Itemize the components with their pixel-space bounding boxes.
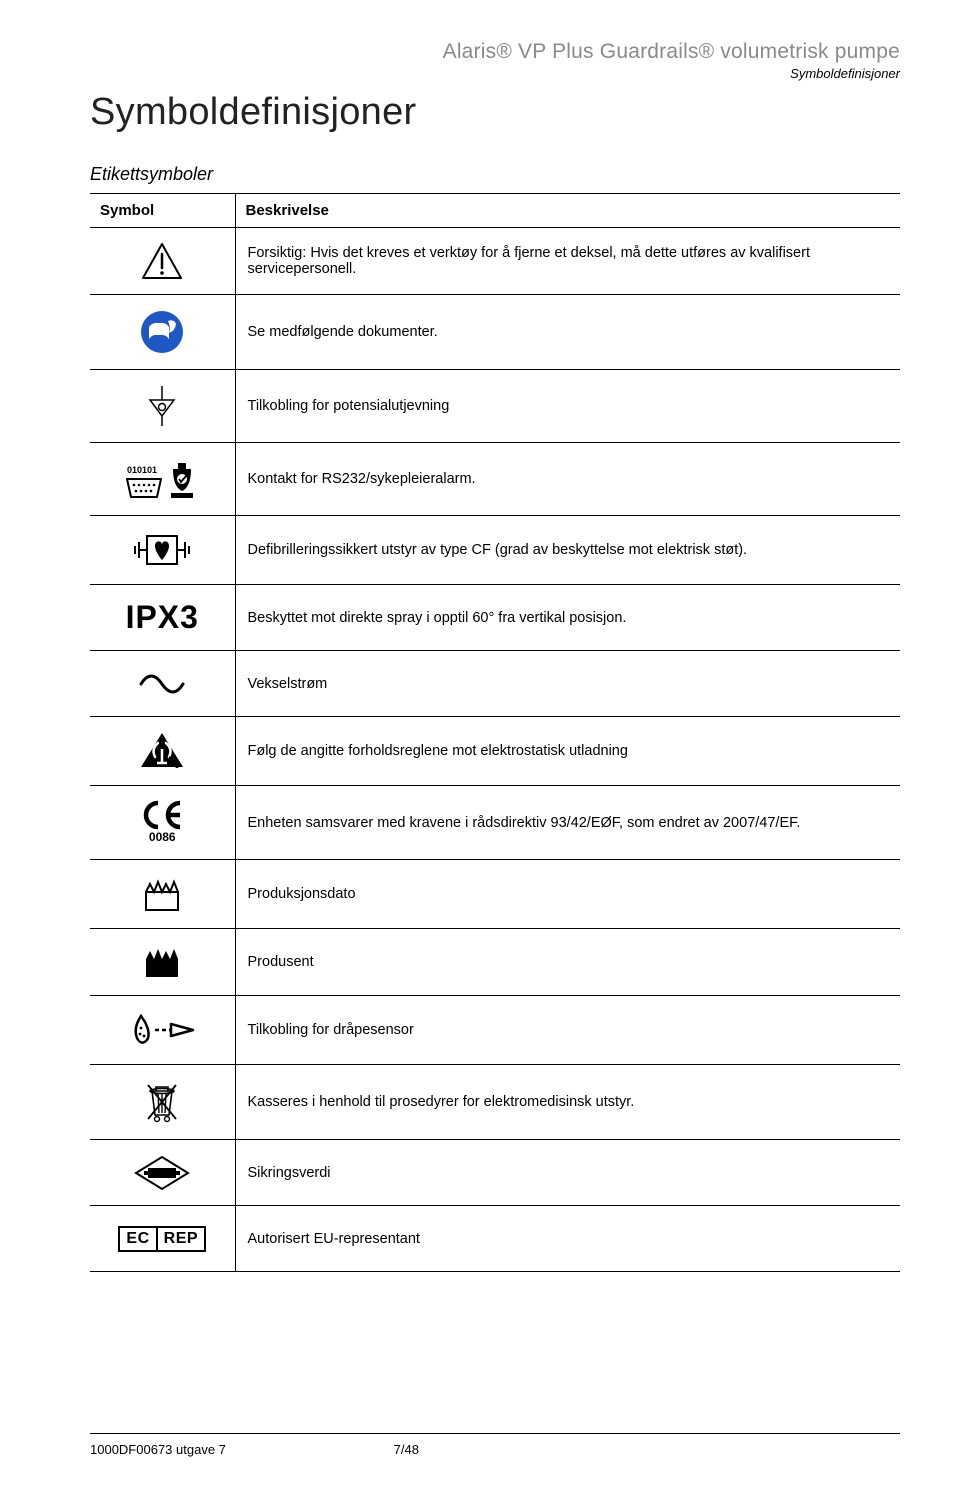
table-header-row: Symbol Beskrivelse — [90, 194, 900, 228]
row-desc: Autorisert EU-representant — [235, 1206, 900, 1272]
row-desc: Produsent — [235, 929, 900, 996]
table-row: 0086 Enheten samsvarer med kravene i råd… — [90, 786, 900, 860]
footer: 1000DF00673 utgave 7 7/48 — [90, 1433, 900, 1457]
page: Alaris® VP Plus Guardrails® volumetrisk … — [0, 0, 960, 1272]
row-desc: Sikringsverdi — [235, 1140, 900, 1206]
table-row: Følg de angitte forholdsreglene mot elek… — [90, 717, 900, 786]
manufacture-date-icon — [90, 860, 235, 929]
row-desc: Enheten samsvarer med kravene i rådsdire… — [235, 786, 900, 860]
row-desc: Følg de angitte forholdsreglene mot elek… — [235, 717, 900, 786]
svg-text:010101: 010101 — [127, 465, 157, 475]
page-title: Symboldefinisjoner — [90, 91, 900, 134]
equipotential-icon — [90, 370, 235, 443]
table-row: Se medfølgende dokumenter. — [90, 295, 900, 370]
table-row: 010101 Kontakt for RS232/sykepleieralarm… — [90, 443, 900, 516]
rep-text: REP — [156, 1228, 204, 1250]
row-desc: Se medfølgende dokumenter. — [235, 295, 900, 370]
ipx3-text: IPX3 — [126, 599, 199, 635]
subheading: Etikettsymboler — [90, 164, 900, 185]
symbols-table: Symbol Beskrivelse Forsiktig: Hvis det k… — [90, 193, 900, 1272]
row-desc: Beskyttet mot direkte spray i opptil 60°… — [235, 585, 900, 651]
ce-icon: 0086 — [90, 786, 235, 860]
drop-sensor-icon — [90, 996, 235, 1065]
defib-cf-icon — [90, 516, 235, 585]
row-desc: Forsiktig: Hvis det kreves et verktøy fo… — [235, 228, 900, 295]
row-desc: Vekselstrøm — [235, 651, 900, 717]
row-desc: Tilkobling for potensialutjevning — [235, 370, 900, 443]
table-row: Forsiktig: Hvis det kreves et verktøy fo… — [90, 228, 900, 295]
ec-text: EC — [120, 1228, 155, 1250]
header-section-label: Symboldefinisjoner — [90, 66, 900, 81]
product-name: Alaris® VP Plus Guardrails® volumetrisk … — [90, 40, 900, 64]
table-row: Vekselstrøm — [90, 651, 900, 717]
row-desc: Kontakt for RS232/sykepleieralarm. — [235, 443, 900, 516]
table-row: Defibrilleringssikkert utstyr av type CF… — [90, 516, 900, 585]
warning-icon — [90, 228, 235, 295]
row-desc: Defibrilleringssikkert utstyr av type CF… — [235, 516, 900, 585]
ac-icon — [90, 651, 235, 717]
table-row: Produsent — [90, 929, 900, 996]
col-symbol: Symbol — [90, 194, 235, 228]
table-row: Kasseres i henhold til prosedyrer for el… — [90, 1065, 900, 1140]
table-row: Tilkobling for dråpesensor — [90, 996, 900, 1065]
footer-doc: 1000DF00673 utgave 7 — [90, 1442, 390, 1457]
table-row: Sikringsverdi — [90, 1140, 900, 1206]
ec-rep-icon: ECREP — [90, 1206, 235, 1272]
footer-page: 7/48 — [394, 1442, 419, 1457]
rs232-icon: 010101 — [90, 443, 235, 516]
manufacturer-icon — [90, 929, 235, 996]
col-description: Beskrivelse — [235, 194, 900, 228]
table-row: IPX3 Beskyttet mot direkte spray i oppti… — [90, 585, 900, 651]
table-row: ECREP Autorisert EU-representant — [90, 1206, 900, 1272]
ce-number: 0086 — [140, 831, 184, 843]
ipx3-icon: IPX3 — [90, 585, 235, 651]
row-desc: Produksjonsdato — [235, 860, 900, 929]
table-row: Produksjonsdato — [90, 860, 900, 929]
weee-icon — [90, 1065, 235, 1140]
manual-icon — [90, 295, 235, 370]
fuse-icon — [90, 1140, 235, 1206]
header: Alaris® VP Plus Guardrails® volumetrisk … — [90, 40, 900, 81]
esd-icon — [90, 717, 235, 786]
row-desc: Kasseres i henhold til prosedyrer for el… — [235, 1065, 900, 1140]
row-desc: Tilkobling for dråpesensor — [235, 996, 900, 1065]
table-row: Tilkobling for potensialutjevning — [90, 370, 900, 443]
